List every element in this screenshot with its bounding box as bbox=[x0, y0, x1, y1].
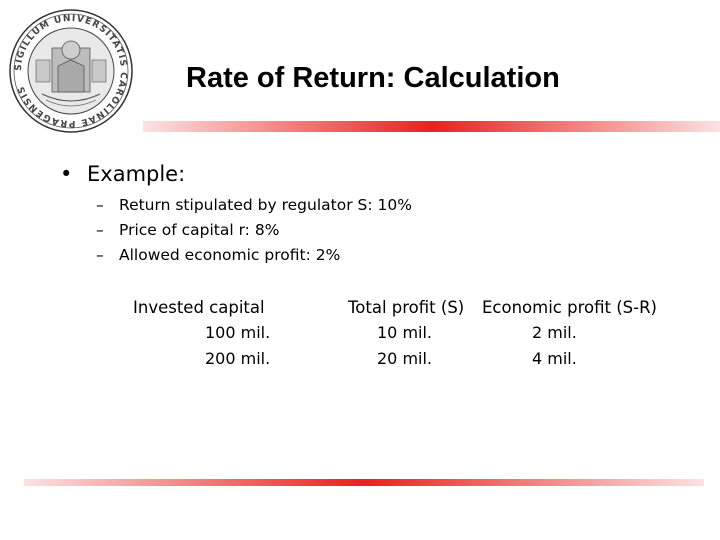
table-header-total-profit: Total profit (S) bbox=[348, 298, 465, 317]
example-bullet: • Example: bbox=[60, 162, 185, 186]
dash-icon: – bbox=[96, 196, 104, 214]
table-cell: 100 mil. bbox=[205, 323, 271, 342]
sub-item: – Allowed economic profit: 2% bbox=[96, 246, 340, 264]
sub-item-text: Price of capital r: 8% bbox=[119, 221, 280, 239]
title-underline-rule bbox=[143, 121, 720, 132]
table-header-economic-profit: Economic profit (S-R) bbox=[482, 298, 657, 317]
sub-item: – Price of capital r: 8% bbox=[96, 221, 279, 239]
footer-rule bbox=[24, 479, 704, 486]
table-cell: 20 mil. bbox=[377, 349, 433, 368]
table-cell: 4 mil. bbox=[532, 349, 577, 368]
table-header-invested-capital: Invested capital bbox=[133, 298, 265, 317]
sub-item: – Return stipulated by regulator S: 10% bbox=[96, 196, 412, 214]
table-cell: 200 mil. bbox=[205, 349, 271, 368]
slide-title: Rate of Return: Calculation bbox=[186, 62, 560, 94]
table-cell: 10 mil. bbox=[377, 323, 433, 342]
dash-icon: – bbox=[96, 246, 104, 264]
university-seal-logo: SIGILLUM UNIVERSITATIS CAROLINAE PRAGENS… bbox=[9, 9, 133, 133]
example-label: Example: bbox=[87, 162, 186, 186]
sub-item-text: Return stipulated by regulator S: 10% bbox=[119, 196, 412, 214]
bullet-icon: • bbox=[60, 162, 73, 186]
sub-item-text: Allowed economic profit: 2% bbox=[119, 246, 341, 264]
table-cell: 2 mil. bbox=[532, 323, 577, 342]
dash-icon: – bbox=[96, 221, 104, 239]
